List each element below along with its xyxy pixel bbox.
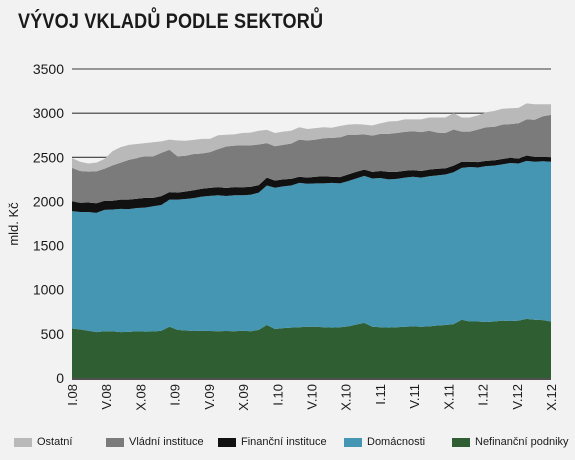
x-tick-label: V.11 <box>407 384 422 409</box>
area-ostatni <box>72 103 551 172</box>
stacked-area-chart: 0 500 1000 1500 2000 2500 3000 3500 I.08 V.08 X.0… <box>6 61 559 411</box>
chart-title: VÝVOJ VKLADŮ PODLE SEKTORŮ <box>18 10 324 33</box>
legend-item-financni-instituce: Finanční instituce <box>218 436 327 448</box>
legend-item-domacnosti: Domácnosti <box>344 436 425 448</box>
legend-swatch <box>218 437 236 447</box>
area-vladni-instituce <box>72 114 551 204</box>
area-domacnosti <box>72 160 551 333</box>
legend-swatch <box>106 437 124 447</box>
y-tick-label: 500 <box>41 326 65 342</box>
y-tick-label: 0 <box>56 370 64 386</box>
y-tick-label: 3500 <box>33 61 64 77</box>
x-tick-label: V.10 <box>305 384 320 410</box>
legend-swatch <box>452 437 470 447</box>
x-tick-label: X.12 <box>544 384 559 411</box>
y-tick-label: 3000 <box>33 105 64 121</box>
x-tick-label: X.11 <box>441 384 456 410</box>
x-tick-label: X.09 <box>236 384 251 411</box>
y-axis-label: mld. Kč <box>6 202 21 246</box>
y-tick-labels: 0 500 1000 1500 2000 2500 3000 3500 <box>33 61 64 386</box>
x-tick-labels: I.08 V.08 X.08 I.09 V.09 X.09 I.10 V.10 X.10 I.11… <box>65 384 559 411</box>
area-financni-instituce <box>72 155 551 213</box>
series-areas <box>72 103 551 378</box>
y-tick-label: 2500 <box>33 149 64 165</box>
legend-item-vladni-instituce: Vládní instituce <box>106 436 204 448</box>
x-tick-label: X.08 <box>133 384 148 411</box>
y-tick-label: 2000 <box>33 193 64 209</box>
x-tick-label: V.12 <box>510 384 525 410</box>
area-nefinancni-podniky <box>72 318 551 378</box>
x-tick-label: I.09 <box>168 384 183 406</box>
x-tick-label: I.10 <box>270 384 285 406</box>
x-tick-label: I.08 <box>65 384 80 406</box>
legend-label: Ostatní <box>37 436 73 448</box>
legend-label: Domácnosti <box>367 436 426 448</box>
legend-swatch <box>14 437 32 447</box>
legend-item-nefinancni-podniky: Nefinanční podniky <box>452 436 569 448</box>
x-tick-label: V.09 <box>202 384 217 410</box>
legend-label: Vládní instituce <box>129 436 204 448</box>
x-tick-label: I.11 <box>373 384 388 405</box>
legend-swatch <box>344 437 362 447</box>
y-tick-label: 1500 <box>33 238 64 254</box>
legend-label: Finanční instituce <box>241 436 327 448</box>
legend-item-ostatni: Ostatní <box>14 436 72 448</box>
legend: Ostatní Vládní instituce Finanční instituc… <box>14 436 570 452</box>
y-tick-label: 1000 <box>33 282 64 298</box>
x-tick-label: V.08 <box>99 384 114 410</box>
x-tick-label: X.10 <box>339 384 354 411</box>
legend-label: Nefinanční podniky <box>475 436 569 448</box>
x-tick-label: I.12 <box>476 384 491 406</box>
